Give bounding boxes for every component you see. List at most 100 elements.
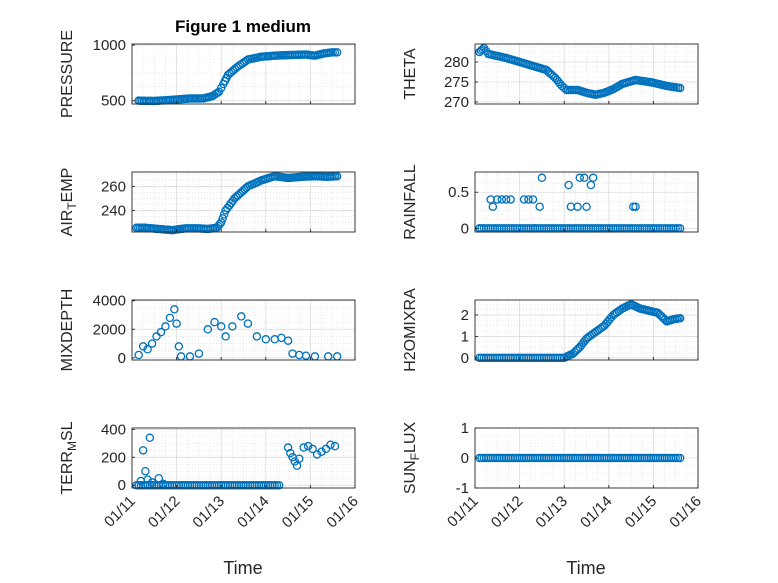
terr-msl-x-tick-label: 01/15 (279, 493, 318, 532)
terr-msl-y-tick-label: 0 (118, 477, 126, 494)
air-temp-y-tick-label: 240 (101, 202, 126, 219)
mixdepth-data-point (237, 312, 246, 321)
mixdepth-data-point (172, 319, 181, 328)
theta-y-tick-label: 280 (444, 54, 469, 71)
subplot-theta: 270 275 280 THETA (402, 43, 699, 111)
rainfall-y-tick-label: 0 (461, 220, 469, 237)
theta-y-tick-label: 270 (444, 94, 469, 111)
mixdepth-data-point (170, 305, 179, 314)
terr-msl-data-point (330, 441, 340, 451)
h2omixra-y-tick-label: 1 (461, 328, 469, 345)
h2omixra-y-tick-label: 2 (461, 307, 469, 324)
mixdepth-data-point (301, 351, 311, 360)
x-axis-label-left: Time (223, 558, 262, 578)
rainfall-data-point (575, 173, 585, 183)
theta-y-axis-label: THETA (402, 48, 419, 100)
terr-msl-y-tick-label: 400 (101, 421, 126, 438)
subplot-rainfall: 0 0.5 RAINFALL (402, 164, 699, 240)
rainfall-y-axis-label: RAINFALL (402, 164, 419, 240)
rainfall-axes-box (474, 171, 699, 233)
pressure-axes-box (131, 43, 356, 105)
terr-msl-y-tick-label: 200 (101, 449, 126, 466)
rainfall-y-tick-label: 0.5 (448, 184, 469, 201)
mixdepth-y-tick-label: 2000 (93, 321, 126, 338)
subplot-air-temp: 240 260 AIRTEMP (59, 168, 356, 237)
rainfall-data-point (488, 202, 498, 211)
terr-msl-data-point (141, 467, 150, 476)
mixdepth-data-point (138, 342, 148, 351)
mixdepth-data-point (221, 332, 230, 341)
x-axis-label-right: Time (566, 558, 605, 578)
mixdepth-data-point (174, 342, 184, 351)
terr-msl-data-point (308, 444, 317, 454)
rainfall-data-point (586, 180, 596, 190)
terr-msl-x-tick-label: 01/11 (101, 493, 139, 531)
mixdepth-data-point (147, 339, 157, 348)
air-temp-data-point (332, 171, 342, 181)
terr-msl-data-point (326, 440, 335, 449)
mixdepth-data-point (261, 335, 271, 344)
terr-msl-data-point (274, 480, 284, 490)
rainfall-data-point (537, 173, 547, 183)
mixdepth-data-point (143, 345, 152, 354)
sun-flux-data-point (675, 453, 685, 463)
sun-flux-y-tick-label: 1 (461, 420, 469, 437)
terr-msl-data-point (299, 443, 308, 452)
rainfall-data-point (631, 202, 640, 211)
terr-msl-axes-box (131, 427, 356, 489)
rainfall-data-point (519, 195, 529, 204)
sun-flux-y-tick-label: 0 (461, 450, 469, 467)
sun-flux-x-tick-label: 01/12 (488, 493, 527, 532)
h2omixra-y-tick-label: 0 (461, 350, 469, 367)
theta-data-point (675, 83, 685, 93)
terr-msl-data-point (321, 444, 331, 454)
rainfall-data-point (535, 202, 544, 211)
air-temp-data-point (218, 214, 227, 223)
air-temp-data-point (219, 210, 229, 219)
rainfall-data-point (524, 195, 533, 204)
theta-y-tick-label: 275 (444, 74, 469, 91)
mixdepth-data-point (152, 332, 161, 341)
terr-msl-data-point (312, 450, 322, 459)
mixdepth-data-point (243, 319, 253, 328)
h2omixra-axes-box (474, 299, 699, 361)
mixdepth-data-point (252, 332, 262, 341)
terr-msl-data-point (283, 443, 293, 452)
mixdepth-data-point (228, 322, 237, 331)
terr-msl-data-point (290, 457, 300, 466)
mixdepth-y-tick-label: 4000 (93, 293, 126, 310)
rainfall-data-point (580, 173, 589, 183)
air-temp-y-axis-label: AIRTEMP (59, 168, 79, 237)
pressure-y-axis-label: PRESSURE (59, 30, 76, 118)
sun-flux-x-tick-label: 01/14 (577, 493, 616, 532)
pressure-y-tick-label: 1000 (93, 37, 126, 54)
theta-data-point (559, 83, 569, 93)
rainfall-data-point (573, 202, 582, 211)
h2omixra-data-point (675, 313, 685, 323)
sun-flux-x-tick-label: 01/13 (532, 493, 571, 532)
mixdepth-data-point (203, 325, 213, 334)
terr-msl-data-point (138, 446, 148, 455)
rainfall-data-point (564, 180, 573, 190)
rainfall-data-point (501, 195, 511, 204)
mixdepth-data-point (194, 349, 204, 358)
terr-msl-data-point (145, 433, 155, 443)
rainfall-data-point (506, 195, 515, 204)
h2omixra-y-axis-label: H2OMIXRA (402, 288, 419, 372)
air-temp-data-point (216, 218, 226, 227)
figure-title: Figure 1 medium (175, 17, 311, 36)
terr-msl-x-tick-label: 01/12 (145, 493, 184, 532)
mixdepth-data-point (156, 327, 166, 337)
mixdepth-data-point (134, 350, 143, 360)
mixdepth-data-point (216, 322, 226, 331)
rainfall-data-point (582, 202, 591, 211)
pressure-data-point (332, 48, 342, 57)
terr-msl-x-tick-label: 01/14 (234, 493, 273, 532)
rainfall-data-point (497, 195, 507, 204)
subplot-sun-flux: -1 0 1 SUNFLUX 01/11 01/12 01/13 01/14 01/15 01/1… (402, 420, 705, 531)
theta-axes-box (474, 43, 699, 105)
mixdepth-y-tick-label: 0 (118, 350, 126, 367)
